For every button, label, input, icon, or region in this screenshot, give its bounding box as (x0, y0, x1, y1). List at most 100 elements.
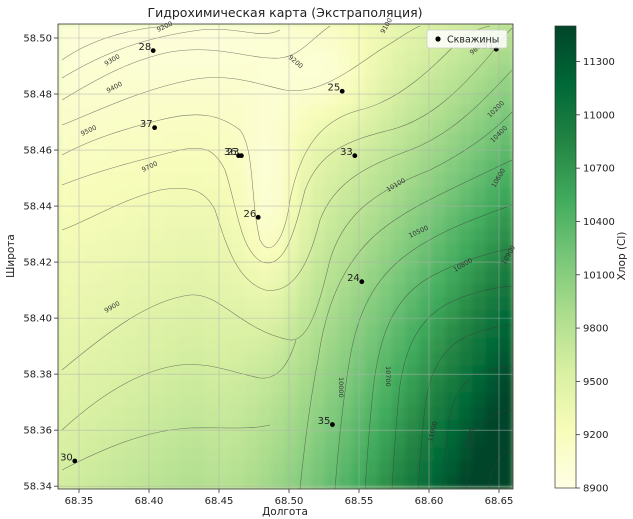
field-cell (137, 201, 153, 216)
field-cell (432, 365, 447, 381)
field-cell (378, 132, 394, 148)
field-cell (271, 392, 286, 408)
field-cell (164, 91, 179, 107)
field-cell (392, 64, 407, 80)
well-marker (359, 279, 365, 285)
field-cell (392, 228, 407, 244)
field-cell (97, 24, 113, 39)
field-cell (258, 269, 273, 285)
field-cell (378, 447, 394, 463)
field-cell (151, 132, 166, 148)
field-cell (84, 351, 99, 367)
field-cell (58, 78, 72, 93)
field-cell (499, 91, 513, 107)
field-cell (177, 160, 193, 175)
field-cell (70, 78, 86, 93)
field-cell (111, 447, 126, 463)
field-cell (244, 379, 260, 394)
field-cell (204, 160, 220, 175)
field-cell (365, 24, 380, 39)
field-cell (97, 338, 113, 353)
field-cell (432, 379, 447, 394)
field-cell (84, 324, 99, 340)
field-cell (378, 256, 394, 271)
field-cell (244, 269, 260, 285)
field-cell (111, 105, 126, 121)
field-cell (392, 105, 407, 121)
field-cell (378, 187, 394, 203)
field-cell (392, 324, 407, 340)
field-cell (218, 324, 233, 340)
field-cell (285, 324, 300, 340)
field-cell (111, 461, 126, 476)
field-cell (97, 379, 113, 394)
field-cell (418, 78, 434, 93)
field-cell (392, 297, 407, 312)
field-cell (70, 433, 86, 449)
field-cell (191, 392, 206, 408)
field-cell (365, 160, 380, 175)
field-cell (218, 37, 233, 52)
field-cell (285, 50, 300, 66)
field-cell (231, 132, 246, 148)
field-cell (338, 91, 353, 107)
field-cell (177, 242, 193, 257)
field-cell (445, 406, 460, 422)
field-cell (405, 269, 420, 285)
field-cell (458, 433, 474, 449)
field-cell (325, 91, 340, 107)
field-cell (445, 146, 460, 162)
field-cell (285, 365, 300, 381)
field-cell (271, 324, 286, 340)
legend-marker (435, 36, 441, 42)
field-cell (378, 379, 394, 394)
field-cell (325, 447, 340, 463)
field-cell (177, 132, 193, 148)
field-cell (164, 146, 179, 162)
field-cell (338, 256, 353, 271)
contour-line (61, 339, 297, 431)
field-cell (204, 269, 220, 285)
field-cell (124, 160, 139, 175)
field-cell (499, 146, 513, 162)
field-cell (244, 187, 260, 203)
field-cell (499, 187, 513, 203)
field-cell (164, 105, 179, 121)
field-cell (271, 146, 286, 162)
field-cell (499, 461, 513, 476)
field-cell (392, 78, 407, 93)
field-cell (258, 132, 273, 148)
field-cell (218, 338, 233, 353)
field-cell (204, 24, 220, 39)
field-cell (231, 474, 246, 489)
field-cell (499, 338, 513, 353)
field-cell (164, 50, 179, 66)
field-cell (70, 173, 86, 189)
field-cell (191, 160, 206, 175)
field-cell (151, 365, 166, 381)
field-cell (231, 461, 246, 476)
field-cell (311, 406, 327, 422)
field-cell (445, 256, 460, 271)
field-cell (191, 297, 206, 312)
field-cell (311, 365, 327, 381)
field-cell (97, 461, 113, 476)
field-cell (58, 392, 72, 408)
field-cell (378, 474, 394, 489)
field-cell (137, 228, 153, 244)
field-cell (365, 50, 380, 66)
field-cell (177, 187, 193, 203)
field-cell (338, 283, 353, 299)
field-cell (311, 474, 327, 489)
field-cell (445, 420, 460, 435)
field-cell (405, 256, 420, 271)
field-cell (137, 433, 153, 449)
field-cell (164, 64, 179, 80)
field-cell (97, 50, 113, 66)
field-cell (258, 24, 273, 39)
field-cell (432, 256, 447, 271)
field-cell (285, 420, 300, 435)
field-cell (445, 105, 460, 121)
field-cell (218, 420, 233, 435)
field-cell (472, 474, 487, 489)
